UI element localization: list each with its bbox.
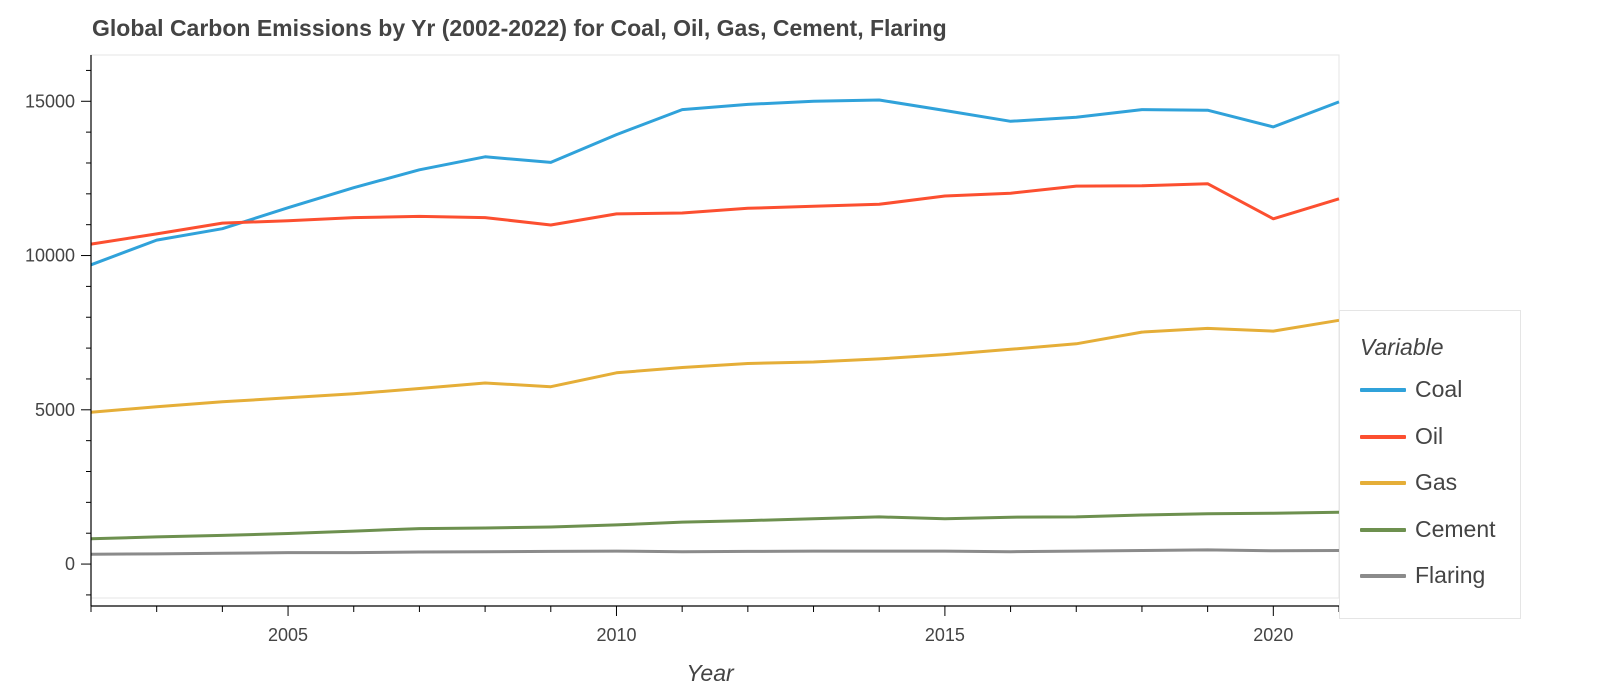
legend-label: Oil — [1415, 422, 1444, 449]
legend-item-flaring[interactable]: Flaring — [1360, 561, 1520, 591]
series-line-flaring — [90, 548, 1340, 556]
legend-item-cement[interactable]: Cement — [1360, 515, 1520, 545]
plot-area — [90, 54, 1340, 599]
y-tick-label: 0 — [65, 554, 75, 574]
legend-title: Variable — [1360, 334, 1444, 360]
series-line-gas — [90, 318, 1340, 414]
legend-item-coal[interactable]: Coal — [1360, 375, 1520, 405]
legend-item-oil[interactable]: Oil — [1360, 422, 1520, 452]
x-tick-label: 2010 — [596, 625, 636, 645]
legend-label: Gas — [1415, 469, 1458, 495]
x-tick-label: 2020 — [1253, 625, 1293, 645]
legend-label: Coal — [1415, 376, 1463, 402]
legend-swatch — [1360, 481, 1406, 485]
y-tick-label: 5000 — [35, 400, 75, 420]
legend: Variable Coal Oil Gas Cement Flaring — [1339, 310, 1521, 619]
legend-label: Cement — [1415, 515, 1496, 542]
x-axis-title: Year — [686, 660, 735, 686]
legend-swatch — [1360, 574, 1406, 578]
y-tick-label: 10000 — [25, 246, 75, 266]
legend-swatch — [1360, 434, 1406, 439]
x-tick-label: 2015 — [925, 625, 965, 645]
chart-title: Global Carbon Emissions by Yr (2002-2022… — [92, 15, 947, 41]
legend-label: Flaring — [1415, 562, 1486, 588]
legend-item-gas[interactable]: Gas — [1360, 468, 1520, 498]
y-tick-label: 15000 — [25, 91, 75, 111]
legend-swatch — [1360, 388, 1406, 392]
series-line-oil — [90, 182, 1340, 246]
series-line-cement — [90, 510, 1340, 541]
series-line-coal — [90, 98, 1340, 267]
legend-swatch — [1360, 527, 1406, 532]
x-tick-label: 2005 — [268, 625, 308, 645]
